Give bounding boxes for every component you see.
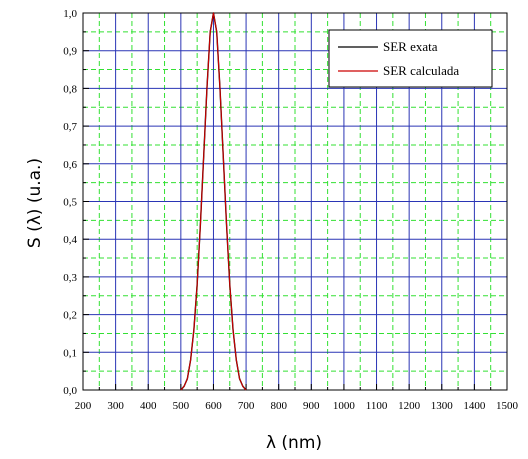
x-axis-title: λ (nm) bbox=[266, 433, 322, 453]
y-tick-label: 0,2 bbox=[63, 310, 77, 322]
x-tick-label: 1400 bbox=[463, 400, 486, 412]
y-tick-label: 1,0 bbox=[63, 8, 77, 20]
legend-label-ser-exata: SER exata bbox=[383, 39, 438, 54]
series-layer bbox=[180, 12, 247, 391]
y-tick-label: 0,7 bbox=[63, 121, 77, 133]
x-tick-label: 200 bbox=[75, 400, 92, 412]
x-tick-label: 700 bbox=[238, 400, 255, 412]
x-tick-label: 1100 bbox=[366, 400, 388, 412]
x-tick-label: 1200 bbox=[398, 400, 421, 412]
y-tick-label: 0,6 bbox=[63, 159, 77, 171]
y-tick-label: 0,3 bbox=[63, 272, 77, 284]
y-tick-label: 0,4 bbox=[63, 234, 77, 246]
x-tick-label: 1300 bbox=[431, 400, 454, 412]
x-tick-label: 900 bbox=[303, 400, 320, 412]
x-tick-label: 500 bbox=[173, 400, 190, 412]
y-tick-label: 0,9 bbox=[63, 46, 77, 58]
x-tick-label: 800 bbox=[270, 400, 287, 412]
x-tick-labels: 200 300 400 500 600 700 800 900 1000 1100 1200 1300… bbox=[75, 400, 519, 412]
legend-label-ser-calculada: SER calculada bbox=[383, 63, 459, 78]
legend-box bbox=[328, 29, 493, 88]
y-tick-labels: 0,0 0,1 0,2 0,3 0,4 0,5 0,6 0,7 0,8 0,9 1,0 bbox=[63, 8, 77, 397]
y-tick-label: 0,8 bbox=[63, 83, 77, 95]
series-line-ser-calculada bbox=[180, 12, 247, 391]
y-tick-label: 0,1 bbox=[63, 347, 77, 359]
tick-marks bbox=[82, 12, 508, 391]
x-tick-label: 600 bbox=[205, 400, 222, 412]
y-axis-title: S (λ) (u.a.) bbox=[25, 158, 45, 248]
y-tick-label: 0,5 bbox=[63, 197, 77, 209]
x-tick-label: 1000 bbox=[333, 400, 356, 412]
y-tick-label: 0,0 bbox=[63, 385, 77, 397]
legend: SER exata SER calculada bbox=[328, 29, 493, 88]
x-tick-label: 400 bbox=[140, 400, 157, 412]
x-tick-label: 300 bbox=[107, 400, 124, 412]
x-tick-label: 1500 bbox=[496, 400, 519, 412]
